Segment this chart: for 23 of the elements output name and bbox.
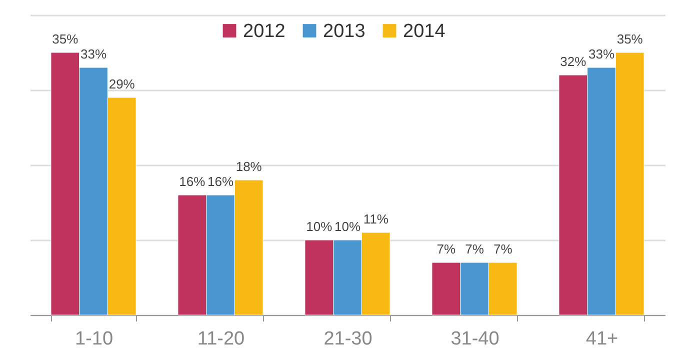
legend-label: 2012 <box>243 20 286 42</box>
data-label: 33% <box>80 46 107 62</box>
data-label: 35% <box>52 32 79 46</box>
data-label: 32% <box>560 54 587 69</box>
data-label: 11% <box>363 212 389 226</box>
data-label: 7% <box>493 242 513 256</box>
data-label: 7% <box>436 242 456 256</box>
data-label: 29% <box>108 76 136 92</box>
data-label: 7% <box>465 242 484 256</box>
x-tick-label: 31-40 <box>450 328 500 350</box>
data-label: 10% <box>334 219 361 234</box>
data-label: 35% <box>616 32 644 46</box>
x-tick-label: 1-10 <box>74 328 114 350</box>
data-label: 10% <box>306 219 333 234</box>
data-label: 16% <box>179 174 206 189</box>
data-label: 18% <box>236 159 262 174</box>
legend-label: 2013 <box>323 20 366 42</box>
x-tick-label: 11-20 <box>197 328 245 350</box>
legend-label: 2014 <box>403 20 446 42</box>
x-tick-label: 41+ <box>586 328 618 350</box>
data-label: 33% <box>588 46 615 62</box>
x-tick-label: 21-30 <box>324 328 372 350</box>
data-label: 16% <box>207 174 234 189</box>
